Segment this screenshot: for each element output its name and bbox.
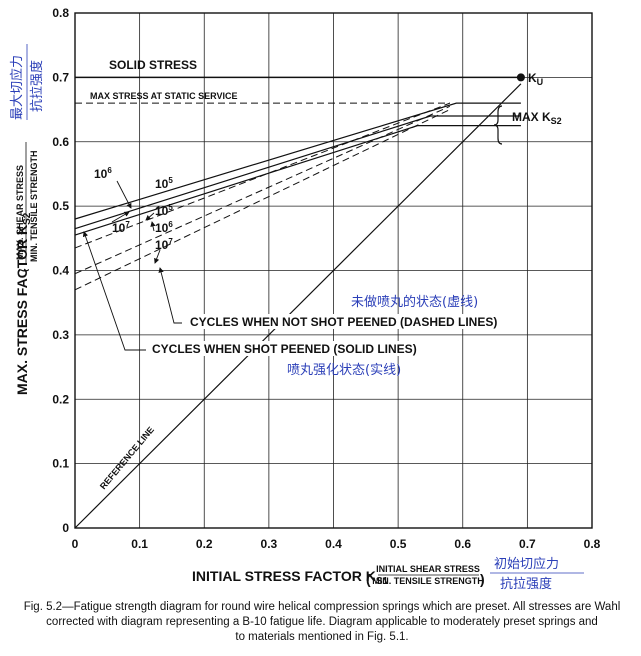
tick-labels: 0 0.1 0.2 0.3 0.4 0.5 0.6 0.7 0.8 0 0.1 0.2 0.3 0.4 0.…: [52, 6, 600, 551]
label-1e5-dashed: 105: [155, 203, 173, 218]
y-tick-label: 0.1: [52, 457, 69, 471]
series-line: [74, 102, 451, 249]
y-axis-fraction-bottom: MIN. TENSILE STRENGTH: [29, 150, 39, 262]
cn-not-peened-note: 未做喷丸的状态(虚线): [351, 294, 478, 310]
cn-initial-shear-bottom: 抗拉强度: [500, 576, 552, 592]
leader-not-peened: [158, 267, 182, 324]
series-line: [74, 115, 521, 230]
y-tick-label: 0.5: [52, 199, 69, 213]
series-line: [74, 83, 522, 529]
x-tick-label: 0.5: [390, 537, 407, 551]
arrow-1e6-solid: [116, 180, 132, 209]
x-tick-label: 0.1: [131, 537, 148, 551]
reference-line-label: REFERENCE LINE: [98, 425, 156, 492]
x-tick-label: 0: [72, 537, 79, 551]
series-line: [74, 109, 451, 291]
y-tick-label: 0.8: [52, 6, 69, 20]
label-1e6-solid: 106: [94, 166, 112, 181]
cn-peened-note: 喷丸强化状态(实线): [287, 363, 401, 378]
x-tick-label: 0.6: [454, 537, 471, 551]
y-tick-label: 0.6: [52, 135, 69, 149]
ku-point: [516, 73, 525, 82]
caption-line-1: Fig. 5.2—Fatigue strength diagram for ro…: [23, 601, 621, 613]
label-1e5-solid: 105: [155, 176, 173, 191]
y-tick-label: 0.7: [52, 70, 69, 84]
arrow-1e7-dashed: [154, 249, 161, 264]
y-axis-title: MAX. STRESS FACTOR KS2: [14, 212, 33, 395]
x-axis-title: INITIAL STRESS FACTOR KS1: [192, 568, 389, 587]
y-tick-label: 0.4: [52, 264, 69, 278]
y-tick-label: 0.2: [52, 392, 69, 406]
label-1e7-dashed: 107: [155, 237, 173, 252]
x-tick-label: 0.7: [519, 537, 536, 551]
not-peened-label: CYCLES WHEN NOT SHOT PEENED (DASHED LINE…: [190, 315, 497, 329]
fatigue-strength-chart: 0 0.1 0.2 0.3 0.4 0.5 0.6 0.7 0.8 0 0.1 0.2 0.3 0.4 0.…: [9, 6, 601, 592]
arrow-1e6-dashed: [150, 221, 156, 232]
cn-max-shear-top: 最大切应力: [9, 55, 25, 120]
x-axis-fraction-top: INITIAL SHEAR STRESS: [376, 564, 480, 574]
x-axis-paren-close: ): [480, 571, 485, 587]
series-line: [74, 125, 521, 236]
leader-peened: [82, 231, 150, 351]
caption-line-3: to materials mentioned in Fig. 5.1.: [235, 631, 409, 643]
x-tick-label: 0.8: [584, 537, 601, 551]
max-ks2-brace: [493, 105, 503, 145]
peened-label-bg: [146, 341, 408, 356]
x-tick-label: 0.3: [261, 537, 278, 551]
cn-initial-shear-top: 初始切应力: [494, 556, 559, 572]
cn-max-shear-bottom: 抗拉强度: [29, 60, 45, 112]
series-line: [74, 105, 451, 275]
figure-caption: Fig. 5.2—Fatigue strength diagram for ro…: [8, 600, 636, 645]
plot-frame: [74, 12, 593, 529]
static-service-label: MAX STRESS AT STATIC SERVICE: [90, 91, 238, 101]
x-tick-label: 0.2: [196, 537, 213, 551]
series-lines: [74, 73, 525, 529]
solid-stress-label: SOLID STRESS: [109, 58, 197, 72]
ku-label: KU: [528, 71, 543, 87]
x-axis-paren-open: (: [366, 571, 371, 587]
y-tick-label: 0.3: [52, 328, 69, 342]
x-tick-label: 0.4: [325, 537, 342, 551]
x-axis-fraction-bottom: MIN. TENSILE STRENGTH: [372, 576, 484, 586]
max-ks2-label: MAX KS2: [512, 110, 562, 126]
label-1e6-dashed: 106: [155, 220, 173, 235]
y-tick-label: 0: [62, 521, 69, 535]
peened-label: CYCLES WHEN SHOT PEENED (SOLID LINES): [152, 342, 417, 356]
label-1e7-solid: 107: [112, 220, 130, 235]
arrow-1e5-dashed: [145, 212, 155, 221]
y-axis-paren-open: (: [19, 269, 29, 272]
caption-line-2: corrected with diagram representing a B-…: [46, 616, 598, 628]
series-line: [74, 102, 521, 220]
y-axis-fraction-top: MAX. SHEAR STRESS: [15, 165, 25, 260]
arrow-1e7-solid: [111, 211, 130, 223]
not-peened-label-bg: [184, 314, 494, 329]
